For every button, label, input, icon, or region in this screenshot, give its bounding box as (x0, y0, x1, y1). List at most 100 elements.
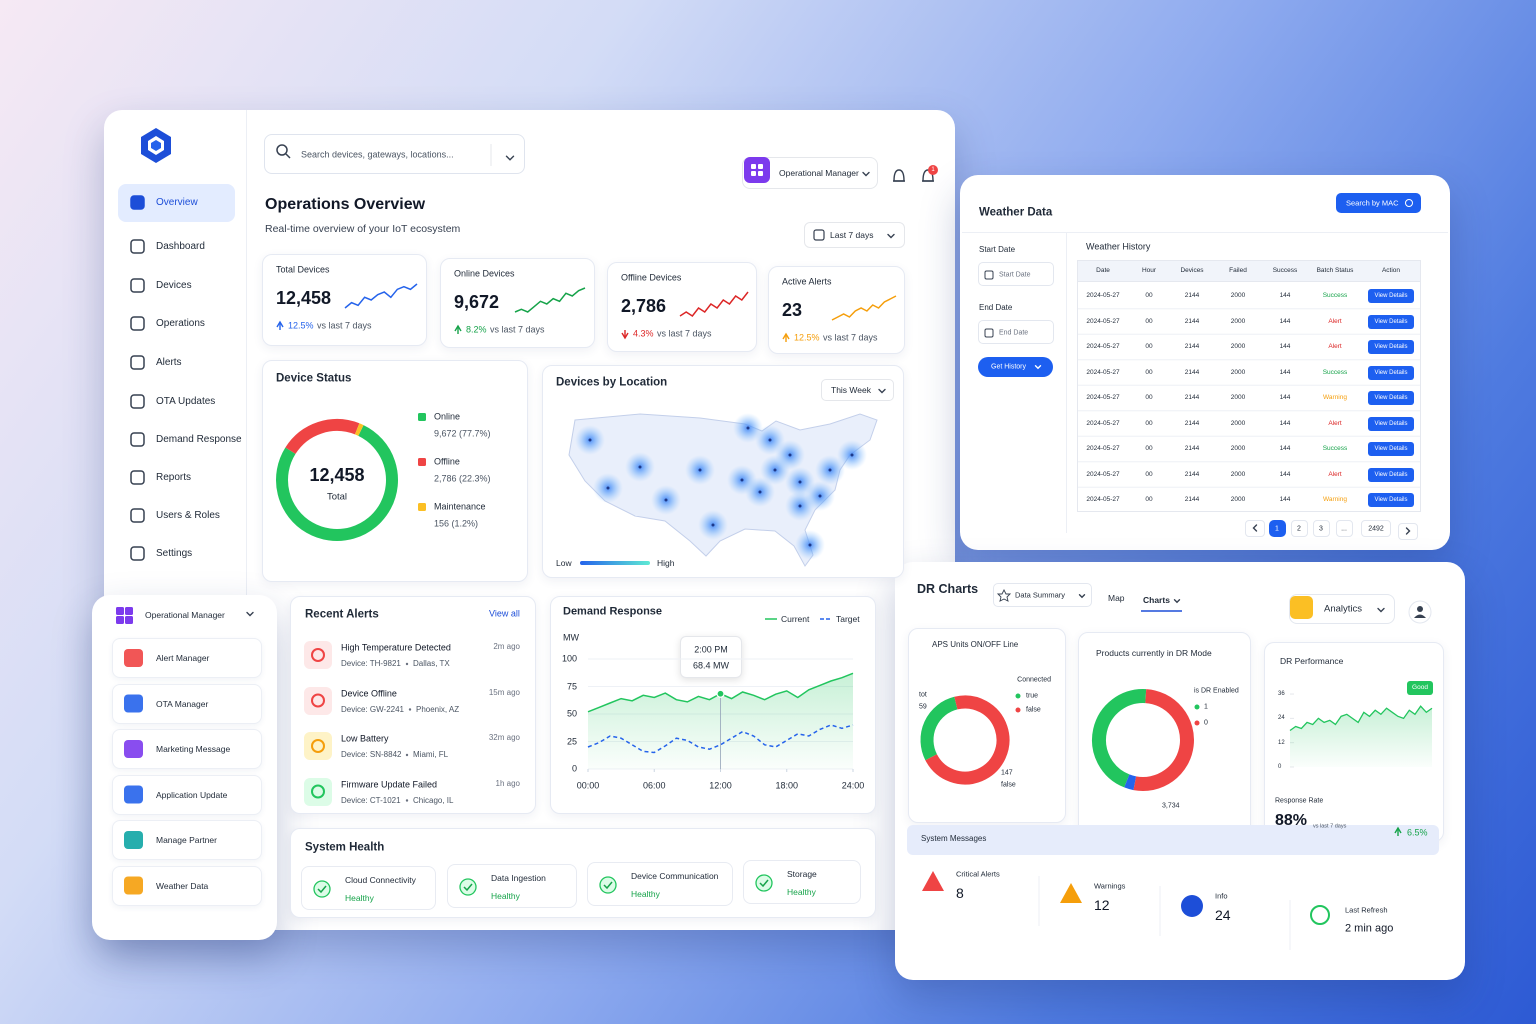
menu-item-label[interactable]: Weather Data (156, 880, 209, 891)
notification-count: 1 (931, 167, 935, 173)
placeholder: End Date (999, 329, 1029, 337)
nav-item[interactable]: Demand Response (156, 434, 242, 445)
legend-dot (1015, 693, 1021, 699)
page-button[interactable] (1290, 520, 1308, 537)
y-tick-label: 24 (1278, 715, 1285, 722)
tab-label[interactable]: Data Summary (1015, 590, 1066, 600)
search-box[interactable] (264, 134, 525, 174)
view-details-button[interactable] (1368, 391, 1414, 405)
kpi-label: Total Devices (276, 264, 330, 275)
button-label[interactable]: View Details (1374, 395, 1408, 401)
page-label[interactable]: 2492 (1368, 525, 1384, 533)
column-header: Date (1096, 266, 1110, 274)
search-mac-button[interactable] (1336, 193, 1421, 213)
analytics-label[interactable]: Analytics (1324, 603, 1363, 615)
badge-label: Good (1412, 683, 1428, 691)
alert-glyph (311, 739, 325, 753)
chevron (862, 171, 870, 177)
chevron (246, 611, 254, 617)
get-history-button[interactable] (978, 357, 1053, 377)
button-label[interactable]: View Details (1374, 446, 1408, 452)
view-details-button[interactable] (1368, 289, 1414, 303)
nav-item[interactable]: Users & Roles (156, 510, 220, 521)
nav-item[interactable]: OTA Updates (156, 396, 216, 407)
range-select[interactable] (821, 379, 894, 401)
health-icon (755, 874, 773, 892)
table-cell: 144 (1279, 470, 1291, 478)
page-next[interactable] (1398, 523, 1418, 540)
view-details-button[interactable] (1368, 365, 1414, 380)
alert-icon (304, 686, 332, 715)
view-details-button[interactable] (1368, 314, 1414, 329)
section-title: Weather History (1086, 241, 1151, 252)
page-label[interactable]: 1 (1275, 525, 1279, 533)
page-button[interactable] (1335, 520, 1353, 537)
nav-item[interactable]: Settings (156, 548, 193, 559)
view-details-button[interactable] (1368, 442, 1414, 456)
table-cell: 00 (1145, 291, 1153, 299)
nav-item[interactable]: Devices (156, 280, 192, 291)
menu-item[interactable] (112, 865, 262, 906)
donut-note: false (1001, 781, 1016, 789)
button-label[interactable]: View Details (1374, 344, 1408, 350)
menu-item-label[interactable]: Manage Partner (156, 834, 217, 845)
view-all-link[interactable]: View all (489, 608, 520, 619)
table-cell: 2024-05-27 (1086, 419, 1120, 427)
menu-item-label[interactable]: Marketing Message (156, 743, 231, 754)
table-cell: 144 (1279, 342, 1291, 350)
highlight-point (716, 689, 725, 698)
menu-item-label[interactable]: OTA Manager (156, 698, 209, 709)
button-label[interactable]: View Details (1374, 497, 1408, 503)
table-cell: 144 (1279, 444, 1291, 452)
arrow-head (454, 324, 462, 332)
page-prev[interactable] (1245, 520, 1265, 537)
column-header: Batch Status (1316, 266, 1354, 274)
separator-dot (408, 708, 412, 711)
x-tick-label: 06:00 (642, 780, 666, 791)
date-input[interactable] (978, 320, 1054, 344)
menu-icon (124, 694, 143, 713)
view-details-button[interactable] (1368, 467, 1414, 482)
menu-item-label[interactable]: Application Update (156, 789, 228, 800)
tab-label[interactable]: Charts (1143, 594, 1170, 605)
view-details-button[interactable] (1368, 340, 1414, 354)
page-button[interactable] (1361, 520, 1391, 537)
page-label[interactable]: ... (1341, 525, 1347, 533)
button-label[interactable]: Get History (991, 363, 1027, 371)
menu-item-label[interactable]: Alert Manager (156, 652, 210, 663)
view-details-button[interactable] (1368, 493, 1414, 507)
table-cell: 00 (1145, 470, 1153, 478)
view-details-button[interactable] (1368, 416, 1414, 431)
badge (1407, 681, 1433, 695)
button-label[interactable]: View Details (1374, 318, 1408, 325)
table-cell: 144 (1279, 393, 1291, 401)
nav-item[interactable]: Alerts (156, 357, 182, 368)
page-button[interactable] (1268, 520, 1286, 537)
page-label[interactable]: 2 (1297, 525, 1301, 533)
nav-item[interactable]: Overview (156, 197, 198, 208)
button-label[interactable]: View Details (1374, 369, 1408, 376)
legend-detail: 9,672 (77.7%) (434, 428, 491, 439)
page-label[interactable]: 3 (1319, 525, 1323, 533)
button-label[interactable]: Search by MAC (1346, 198, 1399, 208)
search-icon (276, 144, 288, 156)
date-input[interactable] (978, 262, 1054, 286)
menu-item[interactable] (112, 729, 262, 769)
tab-select[interactable] (993, 583, 1092, 607)
alert-time: 1h ago (495, 778, 520, 788)
donut-value: 59 (919, 703, 927, 711)
tab-label[interactable]: Map (1108, 592, 1125, 603)
map-dot (711, 523, 715, 527)
button-label[interactable]: View Details (1374, 420, 1408, 427)
role-name: Operational Manager (779, 167, 859, 178)
page-button[interactable] (1312, 520, 1330, 537)
card-title: Recent Alerts (305, 608, 379, 621)
alert-device: Device: TH-9821 (341, 659, 401, 668)
nav-item[interactable]: Dashboard (156, 241, 205, 252)
button-label[interactable]: View Details (1374, 293, 1408, 299)
button-label[interactable]: View Details (1374, 471, 1408, 478)
nav-item[interactable]: Operations (156, 318, 205, 329)
nav-item[interactable]: Reports (156, 472, 192, 483)
alert-title: Low Battery (341, 733, 389, 744)
